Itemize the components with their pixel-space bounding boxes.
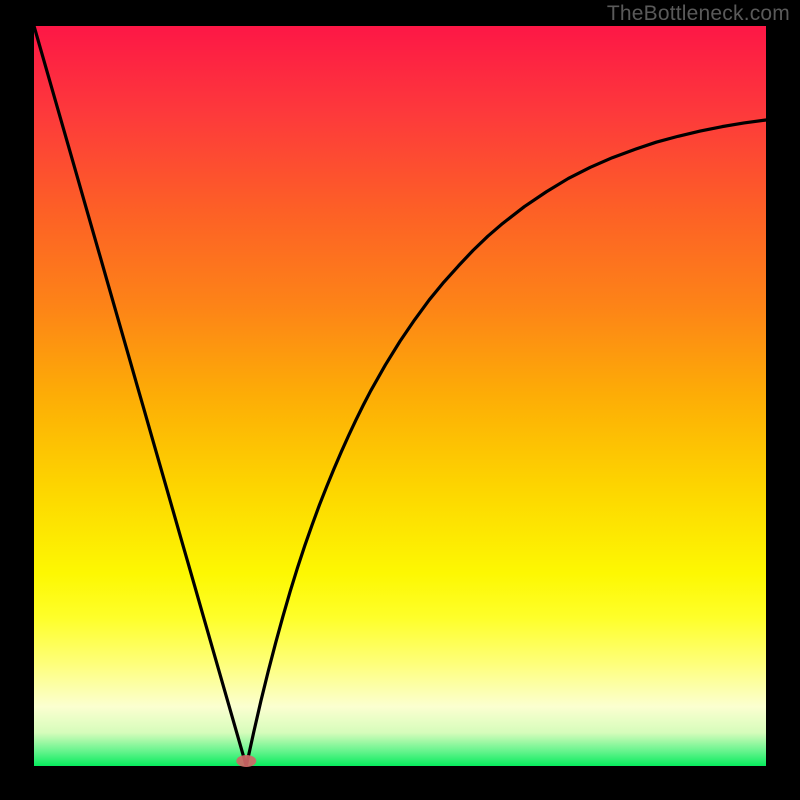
chart-container: TheBottleneck.com bbox=[0, 0, 800, 800]
plot-area bbox=[34, 26, 766, 766]
optimum-marker bbox=[236, 755, 256, 767]
bottleneck-chart bbox=[0, 0, 800, 800]
watermark-text: TheBottleneck.com bbox=[607, 2, 790, 26]
